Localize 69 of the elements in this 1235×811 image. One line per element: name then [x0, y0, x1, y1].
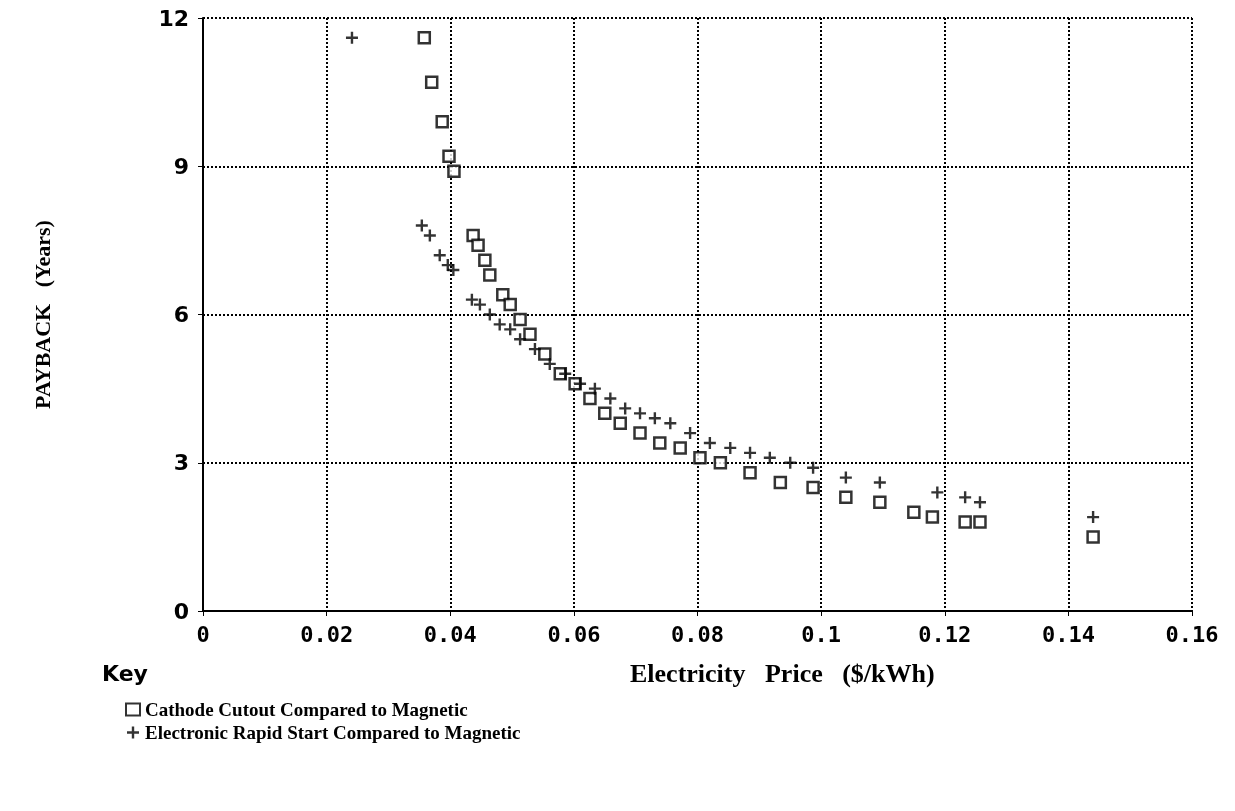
point: [664, 417, 677, 430]
y-tick-label: 6: [173, 302, 189, 327]
point: [483, 268, 497, 282]
point: [465, 293, 478, 306]
point: [435, 115, 449, 129]
x-tick-label: 0.16: [1165, 621, 1219, 647]
point: [471, 238, 485, 253]
legend-label: Cathode Cutout Compared to Magnetic: [145, 699, 468, 720]
point: [483, 308, 496, 321]
x-tick-label: 0.06: [547, 621, 601, 647]
point: [415, 219, 428, 232]
point: [973, 515, 987, 529]
point: [496, 287, 510, 302]
point: [873, 476, 886, 489]
y-tick-label: 3: [173, 450, 189, 476]
point: [583, 391, 597, 406]
point: [619, 402, 632, 415]
y-tick-label: 9: [173, 153, 189, 179]
x-tick-label: 0: [196, 621, 210, 647]
point: [574, 377, 587, 390]
point: [588, 382, 601, 395]
y-axis-title: PAYBACK (Years): [29, 220, 55, 409]
point: [493, 318, 506, 331]
point: [538, 347, 552, 361]
point: [417, 31, 432, 45]
point: [423, 229, 436, 242]
point: [513, 312, 527, 327]
x-tick-label: 0.02: [300, 621, 354, 647]
point: [504, 323, 517, 336]
point: [653, 436, 667, 450]
x-tick-label: 0.14: [1041, 621, 1095, 647]
point: [424, 75, 439, 89]
y-tick-label: 0: [173, 598, 189, 624]
point: [1086, 530, 1100, 544]
point: [447, 264, 460, 277]
y-tick-label: 12: [158, 5, 189, 31]
point: [743, 465, 757, 480]
point: [633, 426, 647, 440]
point: [958, 515, 972, 529]
point: [693, 451, 707, 465]
point: [503, 297, 517, 312]
point: [839, 490, 853, 505]
x-tick-label: 0.04: [423, 621, 477, 647]
point: [959, 491, 972, 504]
point: [613, 416, 627, 430]
x-tick-label: 0.08: [671, 621, 724, 647]
point: [925, 510, 940, 524]
legend-title: Key: [102, 660, 148, 686]
point: [773, 475, 788, 490]
point: [604, 392, 617, 405]
point: [907, 505, 921, 519]
point: [873, 495, 887, 510]
point: [478, 253, 492, 267]
x-tick-label: 0.1: [801, 621, 841, 647]
point: [807, 461, 820, 474]
point: [713, 456, 728, 470]
point: [523, 327, 537, 342]
point: [634, 407, 647, 420]
point: [473, 298, 486, 311]
point: [447, 164, 461, 178]
point: [442, 149, 456, 164]
legend-label: Electronic Rapid Start Compared to Magnetic: [145, 722, 521, 743]
point: [598, 406, 612, 421]
x-axis-title: Electricity Price ($/kWh): [630, 658, 935, 688]
point: [673, 441, 687, 455]
x-tick-label: 0.12: [918, 621, 972, 647]
point: [931, 486, 944, 499]
point: [839, 471, 852, 484]
point: [806, 480, 820, 495]
